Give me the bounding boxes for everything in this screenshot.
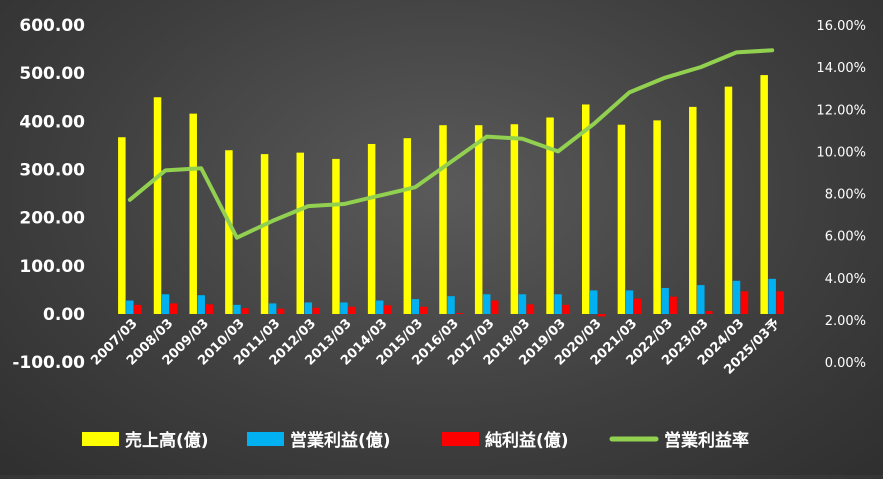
bar-純利益(億)-2008/03: [170, 303, 178, 314]
bar-純利益(億)-2022/03: [669, 297, 677, 314]
x-axis: 2007/032008/032009/032010/032011/032012/…: [88, 316, 783, 378]
y-left-tick-label: 300.00: [19, 161, 85, 181]
bar-営業利益(億)-2018/03: [519, 294, 527, 314]
y-left-tick-label: 100.00: [19, 257, 85, 277]
bar-純利益(億)-2007/03: [134, 305, 142, 314]
bar-純利益(億)-2018/03: [527, 304, 535, 314]
bar-純利益(億)-2020/03: [598, 314, 606, 316]
y-left-tick-label: 0.00: [43, 305, 85, 325]
bar-売上高(億)-2025/03予: [760, 75, 768, 314]
legend-label: 営業利益率: [664, 430, 749, 451]
y-left-tick-label: 400.00: [19, 112, 85, 132]
bar-純利益(億)-2013/03: [348, 307, 356, 314]
bar-純利益(億)-2024/03: [741, 291, 749, 314]
bar-営業利益(億)-2017/03: [483, 294, 491, 314]
bar-純利益(億)-2019/03: [562, 305, 570, 314]
bar-売上高(億)-2020/03: [582, 104, 590, 314]
bar-売上高(億)-2014/03: [368, 144, 376, 314]
bar-営業利益(億)-2021/03: [626, 290, 634, 314]
bar-純利益(億)-2017/03: [491, 301, 499, 314]
bar-営業利益(億)-2015/03: [412, 299, 420, 314]
bar-純利益(億)-2015/03: [420, 307, 428, 314]
bar-売上高(億)-2011/03: [261, 154, 269, 314]
y-axis-right: 0.00% 2.00% 4.00% 6.00% 8.00% 10.00% 12.00% 14.…: [816, 19, 866, 371]
legend-swatch-売上高(億): [82, 432, 119, 446]
bar-売上高(億)-2007/03: [118, 137, 126, 314]
bar-営業利益(億)-2007/03: [126, 301, 134, 314]
bar-営業利益(億)-2019/03: [554, 294, 562, 314]
y-right-tick-label: 10.00%: [816, 145, 866, 160]
bar-売上高(億)-2021/03: [618, 125, 626, 314]
bar-営業利益(億)-2009/03: [197, 295, 205, 314]
bar-純利益(億)-2023/03: [705, 311, 713, 314]
bar-売上高(億)-2022/03: [653, 120, 661, 314]
bar-売上高(億)-2012/03: [297, 153, 305, 314]
bar-売上高(億)-2023/03: [689, 107, 697, 314]
legend-label: 売上高(億): [125, 430, 209, 451]
bar-営業利益(億)-2016/03: [447, 296, 455, 314]
bar-営業利益(億)-2014/03: [376, 301, 384, 314]
bar-営業利益(億)-2013/03: [340, 302, 348, 314]
legend-swatch-純利益(億): [442, 432, 479, 446]
y-left-tick-label: 500.00: [19, 64, 85, 84]
bar-営業利益(億)-2020/03: [590, 290, 598, 314]
legend: 売上高(億) 営業利益(億) 純利益(億) 営業利益率: [82, 430, 749, 451]
bar-営業利益(億)-2010/03: [233, 305, 241, 314]
bar-営業利益(億)-2024/03: [733, 281, 741, 314]
legend-swatch-営業利益(億): [247, 432, 284, 446]
bar-営業利益(億)-2012/03: [305, 302, 313, 314]
y-right-tick-label: 6.00%: [825, 230, 866, 245]
bar-売上高(億)-2018/03: [511, 124, 519, 314]
bar-売上高(億)-2024/03: [725, 87, 733, 314]
y-left-tick-label: 600.00: [19, 16, 85, 36]
y-right-tick-label: 14.00%: [816, 61, 866, 76]
bar-純利益(億)-2025/03予: [776, 291, 784, 314]
bar-売上高(億)-2010/03: [225, 150, 233, 314]
y-left-tick-label: 200.00: [19, 209, 85, 229]
y-right-tick-label: 16.00%: [816, 19, 866, 34]
bar-売上高(億)-2016/03: [439, 125, 447, 314]
bar-純利益(億)-2010/03: [241, 308, 249, 314]
y-right-tick-label: 0.00%: [825, 356, 866, 371]
bar-純利益(億)-2012/03: [313, 308, 321, 314]
bar-売上高(億)-2013/03: [332, 159, 340, 314]
bar-売上高(億)-2015/03: [404, 138, 412, 314]
bar-純利益(億)-2009/03: [205, 304, 213, 314]
bar-売上高(億)-2008/03: [154, 97, 162, 314]
bar-営業利益(億)-2023/03: [697, 285, 705, 314]
y-right-tick-label: 2.00%: [825, 314, 866, 329]
bar-売上高(億)-2017/03: [475, 125, 483, 314]
bar-純利益(億)-2014/03: [384, 305, 392, 314]
legend-label: 純利益(億): [485, 430, 569, 451]
bar-営業利益(億)-2025/03予: [768, 279, 776, 314]
bar-営業利益(億)-2011/03: [269, 303, 277, 314]
bar-営業利益(億)-2008/03: [162, 294, 170, 314]
y-right-tick-label: 12.00%: [816, 103, 866, 118]
bar-純利益(億)-2011/03: [277, 309, 285, 314]
bar-純利益(億)-2021/03: [634, 299, 642, 314]
bar-営業利益(億)-2022/03: [661, 288, 669, 314]
bar-純利益(億)-2016/03: [455, 313, 463, 314]
y-axis-left: -100.00 0.00 100.00 200.00 300.00 400.00 500.0…: [12, 16, 85, 373]
y-right-tick-label: 4.00%: [825, 272, 866, 287]
legend-label: 営業利益(億): [290, 430, 391, 451]
y-right-tick-label: 8.00%: [825, 188, 866, 203]
y-left-tick-label: -100.00: [12, 353, 85, 373]
bar-売上高(億)-2009/03: [189, 114, 197, 314]
bar-layer: [118, 75, 784, 316]
